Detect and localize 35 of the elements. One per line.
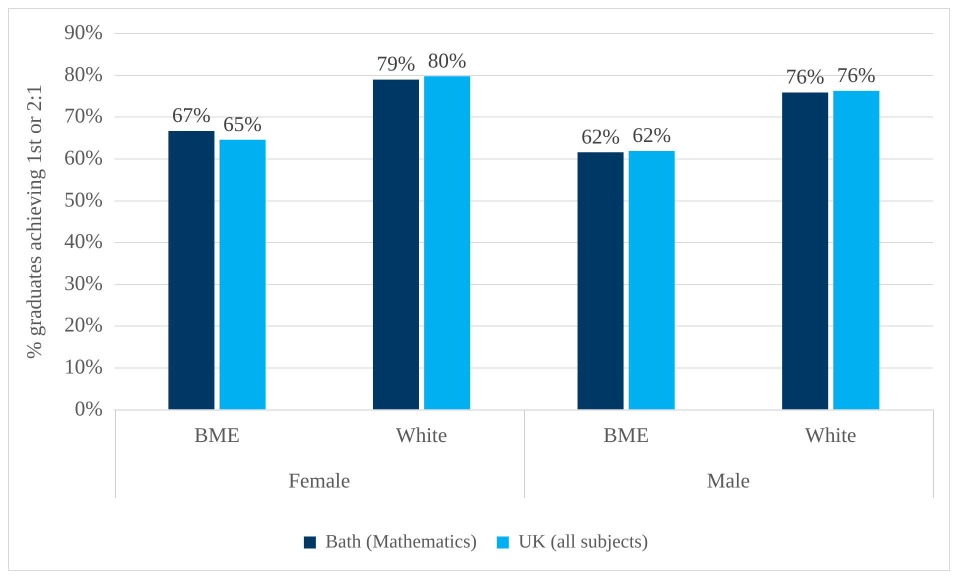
y-tick-label: 40% (64, 229, 103, 254)
bar (220, 140, 266, 410)
x-tick-label: BME (603, 422, 649, 447)
data-label: 67% (172, 103, 211, 128)
data-label: 80% (428, 48, 466, 72)
x-tick-label: BME (194, 422, 240, 447)
bar (628, 151, 675, 410)
bar (424, 76, 470, 410)
y-axis-title: % graduates achieving 1st or 2:1 (22, 84, 46, 360)
bar (168, 130, 214, 410)
data-label: 65% (223, 112, 262, 136)
text: Male (706, 468, 750, 492)
y-tick-label: 20% (64, 312, 103, 337)
data-label: 76% (837, 62, 876, 87)
data-label: 79% (376, 52, 416, 76)
data-label: 62% (581, 124, 620, 148)
y-tick-label: 30% (64, 270, 103, 295)
text: Female (288, 468, 350, 492)
bar (578, 152, 624, 410)
y-tick-label: 80% (64, 62, 103, 86)
y-tick-label: 60% (64, 146, 103, 170)
bar (782, 92, 828, 410)
bar (833, 90, 880, 410)
legend-label: UK (all subjects) (518, 531, 648, 552)
y-tick-label: 0% (74, 396, 103, 420)
data-label: 76% (786, 64, 824, 89)
bar (372, 80, 419, 410)
data-label: 62% (632, 123, 671, 148)
y-tick-label: 90% (64, 20, 103, 44)
y-tick-label: 70% (64, 104, 103, 128)
x-tick-label: White (396, 422, 448, 447)
y-tick-label: 10% (64, 354, 103, 379)
legend-label: Bath (Mathematics) (325, 531, 477, 552)
x-tick-label: White (805, 422, 856, 447)
y-tick-label: 50% (64, 187, 103, 212)
